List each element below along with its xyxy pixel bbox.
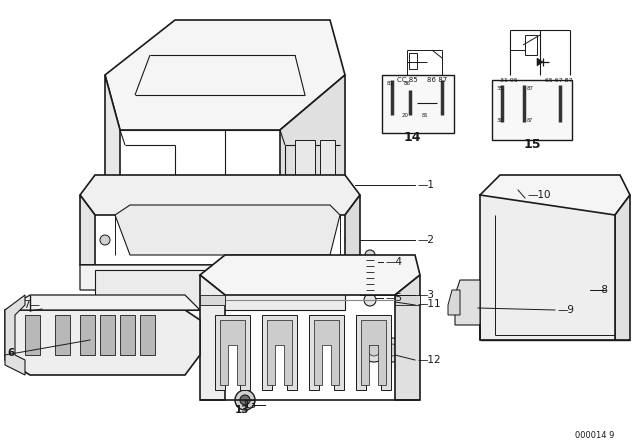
Polygon shape: [105, 20, 345, 130]
Polygon shape: [280, 75, 345, 200]
Text: 13—: 13—: [243, 400, 267, 410]
Text: —2: —2: [417, 235, 434, 245]
Polygon shape: [100, 315, 115, 355]
Polygon shape: [492, 80, 572, 140]
Polygon shape: [345, 195, 360, 265]
Circle shape: [235, 390, 255, 410]
Text: 81: 81: [387, 81, 394, 86]
Circle shape: [100, 235, 110, 245]
Polygon shape: [314, 320, 339, 385]
Text: 15: 15: [524, 138, 541, 151]
Text: —11: —11: [417, 299, 440, 309]
Polygon shape: [200, 255, 420, 295]
Circle shape: [164, 329, 176, 341]
Polygon shape: [5, 295, 200, 310]
Polygon shape: [95, 270, 345, 310]
Circle shape: [453, 290, 463, 300]
Polygon shape: [361, 320, 386, 385]
Polygon shape: [200, 295, 225, 305]
Text: —1: —1: [417, 180, 434, 190]
Circle shape: [453, 305, 463, 315]
Polygon shape: [382, 75, 454, 133]
Polygon shape: [455, 280, 480, 340]
Text: 65 67 87: 65 67 87: [545, 78, 573, 82]
Polygon shape: [615, 195, 630, 340]
Text: —5: —5: [385, 293, 402, 303]
Polygon shape: [55, 315, 70, 355]
Text: —9: —9: [557, 305, 574, 315]
Circle shape: [365, 250, 375, 260]
Polygon shape: [215, 315, 250, 390]
Text: 31 95: 31 95: [500, 78, 518, 82]
Polygon shape: [220, 320, 245, 385]
Bar: [525, 35, 537, 55]
Circle shape: [506, 181, 514, 189]
Text: —4: —4: [385, 257, 402, 267]
Text: —8: —8: [592, 285, 609, 295]
Circle shape: [380, 338, 404, 362]
Text: 30: 30: [497, 117, 504, 122]
Polygon shape: [395, 275, 420, 400]
Circle shape: [345, 235, 355, 245]
Circle shape: [502, 177, 518, 193]
Text: 86: 86: [422, 112, 428, 117]
Polygon shape: [80, 195, 95, 265]
Text: 86 87: 86 87: [427, 77, 447, 83]
Polygon shape: [120, 315, 135, 355]
Polygon shape: [395, 295, 420, 305]
Polygon shape: [140, 315, 155, 355]
Text: 87: 87: [527, 117, 533, 122]
Circle shape: [21, 311, 39, 329]
Polygon shape: [480, 175, 630, 215]
Polygon shape: [80, 315, 95, 355]
Circle shape: [364, 294, 376, 306]
Polygon shape: [105, 75, 120, 200]
Polygon shape: [480, 195, 615, 340]
Text: CC 85: CC 85: [397, 77, 418, 83]
Text: 86: 86: [404, 81, 411, 86]
Polygon shape: [320, 140, 335, 190]
Text: 000014 9: 000014 9: [575, 431, 614, 439]
Polygon shape: [537, 58, 543, 66]
Polygon shape: [309, 315, 344, 390]
Polygon shape: [25, 315, 40, 355]
Polygon shape: [115, 205, 340, 255]
Text: —12: —12: [417, 355, 440, 365]
Polygon shape: [5, 310, 200, 375]
Text: 13: 13: [235, 405, 250, 415]
Polygon shape: [356, 315, 391, 390]
Circle shape: [368, 344, 380, 356]
Polygon shape: [80, 175, 360, 215]
Polygon shape: [262, 315, 297, 390]
Text: 14: 14: [403, 130, 420, 143]
Bar: [409, 53, 417, 69]
Circle shape: [240, 395, 250, 405]
Text: 6: 6: [7, 348, 14, 358]
Text: 7—: 7—: [23, 300, 40, 310]
Polygon shape: [5, 295, 25, 375]
Circle shape: [25, 315, 35, 325]
Text: —3: —3: [417, 290, 434, 300]
Text: —10: —10: [527, 190, 550, 200]
Circle shape: [386, 344, 398, 356]
Polygon shape: [200, 275, 225, 400]
Circle shape: [362, 338, 386, 362]
Polygon shape: [295, 140, 315, 195]
Polygon shape: [267, 320, 292, 385]
Polygon shape: [80, 265, 360, 290]
Text: 87: 87: [527, 86, 534, 90]
Text: 20: 20: [402, 112, 409, 117]
Polygon shape: [448, 290, 460, 315]
Text: 35: 35: [497, 86, 504, 90]
